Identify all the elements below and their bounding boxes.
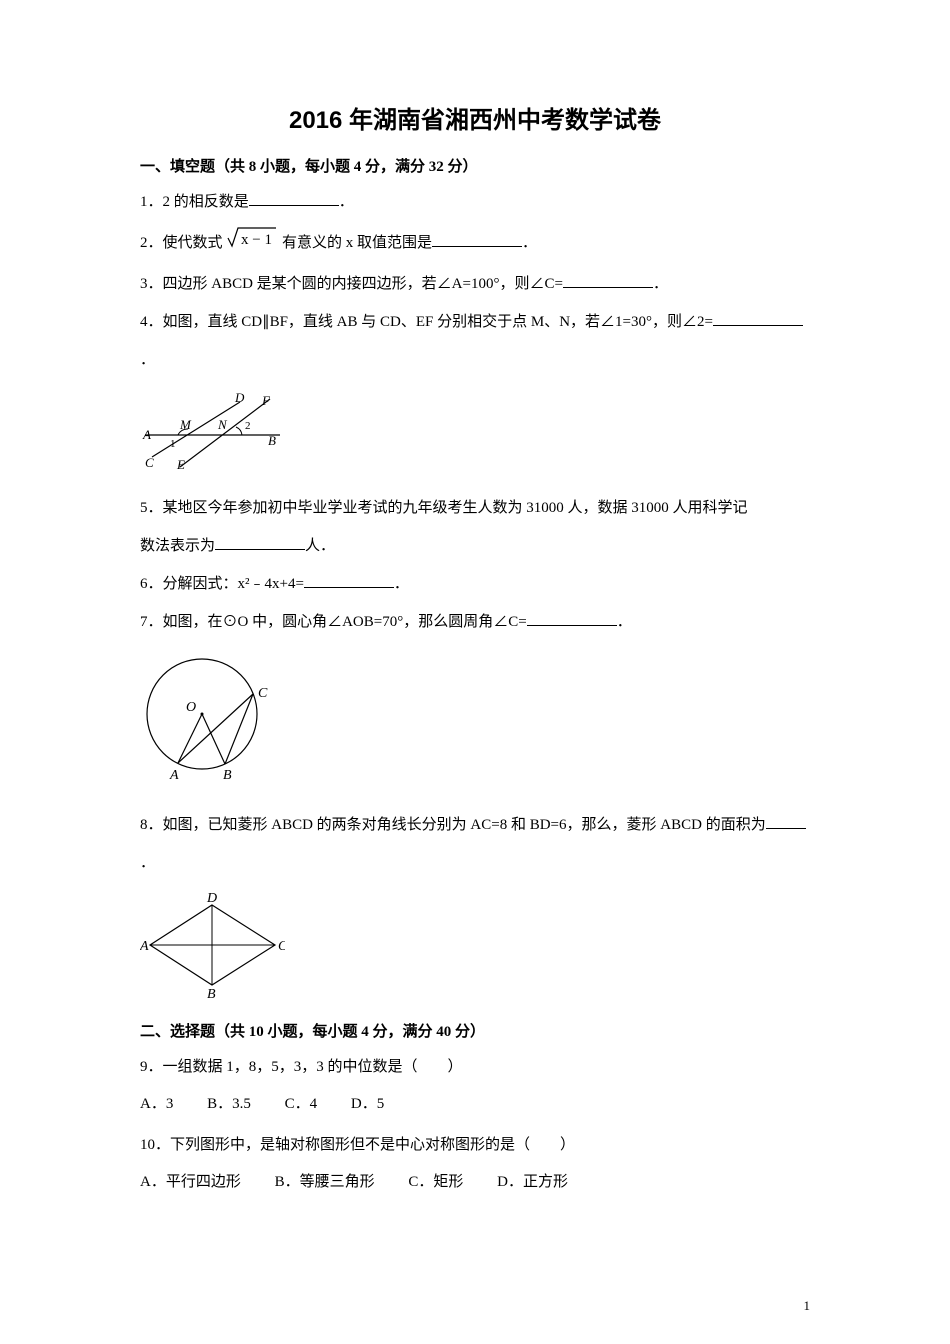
q10-opt-a: A．平行四边形 xyxy=(140,1167,241,1197)
svg-text:1: 1 xyxy=(170,438,176,450)
question-5b: 数法表示为 人． xyxy=(140,530,810,563)
q3-end: ． xyxy=(653,276,668,292)
svg-text:A: A xyxy=(140,939,149,954)
question-7: 7．如图，在⊙O 中，圆心角∠AOB=70°，那么圆周角∠C= ． xyxy=(140,606,810,639)
q6-blank xyxy=(304,573,394,588)
q9-opt-b: B．3.5 xyxy=(207,1089,251,1119)
sqrt-expr: x − 1 xyxy=(241,232,272,248)
section2-header: 二、选择题（共 10 小题，每小题 4 分，满分 40 分） xyxy=(140,1020,810,1041)
question-3: 3．四边形 ABCD 是某个圆的内接四边形，若∠A=100°，则∠C= ． xyxy=(140,268,810,301)
q5-text-b: 数法表示为 xyxy=(140,538,215,554)
question-5a: 5．某地区今年参加初中毕业学业考试的九年级考生人数为 31000 人，数据 31… xyxy=(140,492,810,525)
q2-text-a: 2．使代数式 xyxy=(140,235,223,251)
q4-end: ． xyxy=(140,352,155,368)
sqrt-icon: x − 1 xyxy=(226,224,278,263)
q5-blank xyxy=(215,535,305,550)
svg-text:D: D xyxy=(234,390,245,405)
q3-text: 3．四边形 ABCD 是某个圆的内接四边形，若∠A=100°，则∠C= xyxy=(140,276,563,292)
q9-opt-c: C．4 xyxy=(285,1089,318,1119)
q6-end: ． xyxy=(394,576,409,592)
svg-text:B: B xyxy=(223,768,232,783)
q2-end: ． xyxy=(522,235,537,251)
svg-text:M: M xyxy=(179,417,192,432)
q8-end: ． xyxy=(140,855,155,871)
q10-opt-b: B．等腰三角形 xyxy=(275,1167,375,1197)
exam-title: 2016 年湖南省湘西州中考数学试卷 xyxy=(140,100,810,135)
svg-text:E: E xyxy=(176,457,185,472)
question-10-options: A．平行四边形 B．等腰三角形 C．矩形 D．正方形 xyxy=(140,1167,810,1197)
svg-text:C: C xyxy=(145,455,154,470)
q9-opt-d: D．5 xyxy=(351,1089,384,1119)
question-9: 9．一组数据 1，8，5，3，3 的中位数是（ ） xyxy=(140,1051,810,1084)
svg-text:N: N xyxy=(217,417,228,432)
svg-text:B: B xyxy=(268,433,276,448)
question-1: 1．2 的相反数是 ． xyxy=(140,186,810,219)
question-9-options: A．3 B．3.5 C．4 D．5 xyxy=(140,1089,810,1119)
q7-blank xyxy=(527,611,617,626)
q8-blank xyxy=(766,814,806,829)
figure-q7: O A B C xyxy=(140,649,810,794)
svg-text:C: C xyxy=(278,939,285,954)
q5-text-a: 5．某地区今年参加初中毕业学业考试的九年级考生人数为 31000 人，数据 31… xyxy=(140,500,748,516)
question-6: 6．分解因式：x²﹣4x+4= ． xyxy=(140,568,810,601)
svg-text:A: A xyxy=(142,427,151,442)
q4-blank xyxy=(713,311,803,326)
svg-text:C: C xyxy=(258,686,268,701)
svg-text:O: O xyxy=(186,700,196,715)
question-4: 4．如图，直线 CD∥BF，直线 AB 与 CD、EF 分别相交于点 M、N，若… xyxy=(140,306,810,339)
q3-blank xyxy=(563,273,653,288)
q4-text: 4．如图，直线 CD∥BF，直线 AB 与 CD、EF 分别相交于点 M、N，若… xyxy=(140,314,713,330)
q10-opt-c: C．矩形 xyxy=(408,1167,463,1197)
page-number: 1 xyxy=(804,1298,811,1314)
question-8: 8．如图，已知菱形 ABCD 的两条对角线长分别为 AC=8 和 BD=6，那么… xyxy=(140,809,810,842)
q7-end: ． xyxy=(617,614,632,630)
question-10: 10．下列图形中，是轴对称图形但不是中心对称图形的是（ ） xyxy=(140,1129,810,1162)
q1-text: 1．2 的相反数是 xyxy=(140,194,249,210)
q6-text: 6．分解因式：x²﹣4x+4= xyxy=(140,576,304,592)
svg-text:2: 2 xyxy=(245,420,251,432)
q2-text-b: 有意义的 x 取值范围是 xyxy=(282,235,432,251)
svg-text:F: F xyxy=(261,393,271,408)
q10-opt-d: D．正方形 xyxy=(497,1167,568,1197)
figure-q8: D A C B xyxy=(140,890,810,1005)
q9-opt-a: A．3 xyxy=(140,1089,173,1119)
q1-end: ． xyxy=(339,194,354,210)
q2-blank xyxy=(432,232,522,247)
q8-text: 8．如图，已知菱形 ABCD 的两条对角线长分别为 AC=8 和 BD=6，那么… xyxy=(140,817,766,833)
question-2: 2．使代数式 x − 1 有意义的 x 取值范围是 ． xyxy=(140,224,810,263)
q5-end: 人． xyxy=(305,538,335,554)
svg-text:D: D xyxy=(206,891,217,906)
q1-blank xyxy=(249,191,339,206)
figure-q4: A B C D E F M N 1 2 xyxy=(140,387,810,477)
section1-header: 一、填空题（共 8 小题，每小题 4 分，满分 32 分） xyxy=(140,155,810,176)
q7-text: 7．如图，在⊙O 中，圆心角∠AOB=70°，那么圆周角∠C= xyxy=(140,614,527,630)
svg-text:A: A xyxy=(169,768,179,783)
question-8-end: ． xyxy=(140,847,810,880)
question-4-end: ． xyxy=(140,344,810,377)
svg-text:B: B xyxy=(207,987,216,1000)
